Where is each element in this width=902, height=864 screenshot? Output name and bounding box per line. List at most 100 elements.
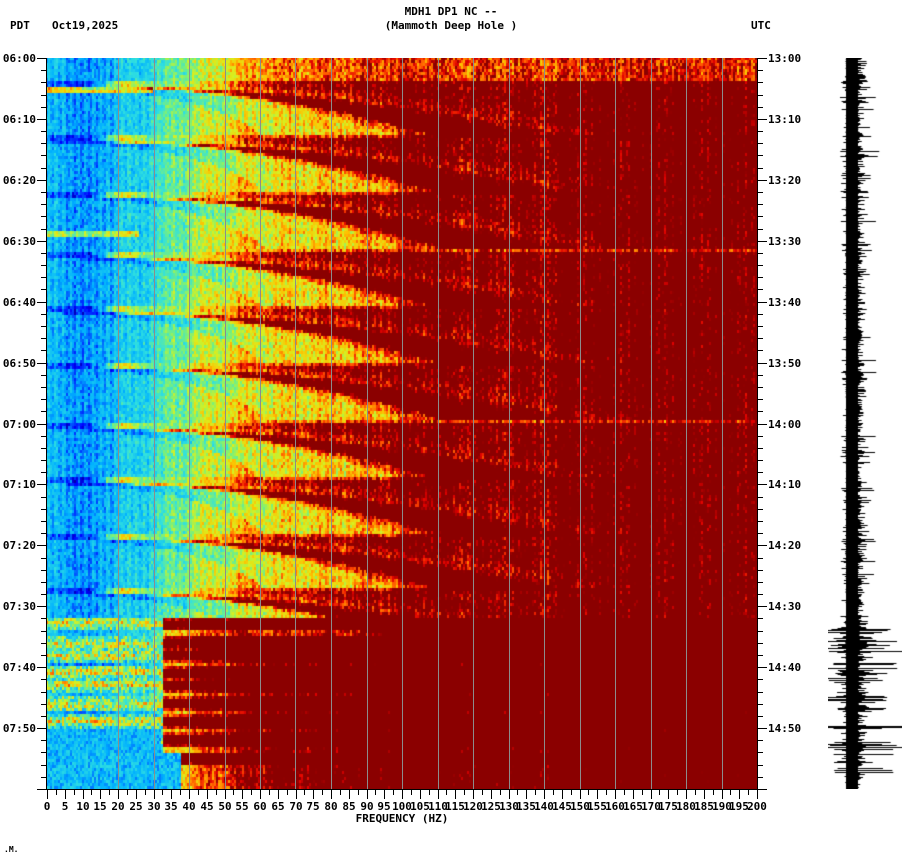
frequency-tick — [375, 790, 376, 795]
right-tick — [758, 155, 763, 156]
frequency-tick — [597, 790, 598, 799]
left-tick — [41, 618, 46, 619]
right-tick — [758, 704, 763, 705]
time-label-pdt-0620: 06:20 — [2, 174, 36, 187]
frequency-tick — [500, 790, 501, 795]
frequency-tick — [216, 790, 217, 795]
time-label-utc-1450: 14:50 — [768, 722, 802, 735]
frequency-tick — [384, 790, 385, 799]
frequency-tick — [464, 790, 465, 795]
frequency-label-45: 45 — [200, 800, 214, 813]
left-tick — [41, 350, 46, 351]
frequency-tick — [402, 790, 403, 799]
frequency-label-170: 170 — [641, 800, 661, 813]
frequency-tick — [118, 790, 119, 799]
right-tick — [758, 241, 767, 242]
right-tick — [758, 363, 767, 364]
time-label-pdt-0610: 06:10 — [2, 113, 36, 126]
right-tick — [758, 253, 763, 254]
frequency-tick — [588, 790, 589, 795]
frequency-tick — [349, 790, 350, 799]
right-tick — [758, 168, 763, 169]
right-tick — [758, 594, 763, 595]
frequency-tick — [260, 790, 261, 799]
right-tick — [758, 180, 767, 181]
frequency-tick — [526, 790, 527, 799]
frequency-tick — [367, 790, 368, 799]
station-subtitle: (Mammoth Deep Hole ) — [384, 19, 518, 32]
frequency-tick — [517, 790, 518, 795]
right-tick — [758, 338, 763, 339]
right-tick — [758, 631, 763, 632]
right-tick — [758, 545, 767, 546]
right-tick — [758, 192, 763, 193]
frequency-tick — [748, 790, 749, 795]
frequency-tick — [544, 790, 545, 799]
right-tick — [758, 119, 767, 120]
left-tick — [41, 472, 46, 473]
frequency-tick — [420, 790, 421, 799]
frequency-label-160: 160 — [605, 800, 625, 813]
frequency-tick — [730, 790, 731, 795]
right-tick — [758, 302, 767, 303]
frequency-label-85: 85 — [342, 800, 356, 813]
left-tick — [37, 789, 46, 790]
time-label-utc-1430: 14:30 — [768, 600, 802, 613]
left-tick — [37, 606, 46, 607]
frequency-tick — [171, 790, 172, 799]
frequency-tick — [633, 790, 634, 799]
left-tick — [41, 107, 46, 108]
right-tick — [758, 436, 763, 437]
left-tick — [41, 155, 46, 156]
frequency-tick — [154, 790, 155, 799]
frequency-label-150: 150 — [570, 800, 590, 813]
frequency-tick — [65, 790, 66, 799]
right-tick — [758, 265, 763, 266]
right-tick — [758, 679, 763, 680]
frequency-label-35: 35 — [164, 800, 178, 813]
frequency-label-55: 55 — [235, 800, 249, 813]
frequency-tick — [83, 790, 84, 799]
left-tick — [41, 521, 46, 522]
time-label-pdt-0710: 07:10 — [2, 478, 36, 491]
time-label-pdt-0630: 06:30 — [2, 235, 36, 248]
frequency-label-25: 25 — [129, 800, 143, 813]
frequency-tick — [553, 790, 554, 795]
right-tick — [758, 789, 767, 790]
frequency-label-115: 115 — [445, 800, 465, 813]
frequency-tick — [278, 790, 279, 799]
left-tick — [41, 229, 46, 230]
left-tick — [41, 70, 46, 71]
frequency-tick — [180, 790, 181, 795]
frequency-tick — [686, 790, 687, 799]
frequency-label-30: 30 — [147, 800, 161, 813]
left-tick — [41, 655, 46, 656]
frequency-tick — [713, 790, 714, 795]
right-tick — [758, 521, 763, 522]
frequency-tick — [56, 790, 57, 795]
left-tick — [41, 277, 46, 278]
frequency-label-180: 180 — [676, 800, 696, 813]
time-label-utc-1340: 13:40 — [768, 296, 802, 309]
right-tick — [758, 375, 763, 376]
right-tick — [758, 350, 763, 351]
left-tick — [41, 765, 46, 766]
left-tick — [41, 460, 46, 461]
right-tick — [758, 582, 763, 583]
left-tick — [41, 533, 46, 534]
right-tick — [758, 448, 763, 449]
frequency-tick — [455, 790, 456, 799]
time-label-utc-1400: 14:00 — [768, 418, 802, 431]
frequency-tick — [358, 790, 359, 795]
time-label-utc-1350: 13:50 — [768, 357, 802, 370]
time-label-pdt-0650: 06:50 — [2, 357, 36, 370]
frequency-label-165: 165 — [623, 800, 643, 813]
frequency-label-120: 120 — [463, 800, 483, 813]
right-tick — [758, 472, 763, 473]
frequency-tick — [446, 790, 447, 795]
time-label-utc-1300: 13:00 — [768, 52, 802, 65]
frequency-label-70: 70 — [289, 800, 303, 813]
time-label-pdt-0740: 07:40 — [2, 661, 36, 674]
frequency-label-125: 125 — [481, 800, 501, 813]
left-tick — [41, 253, 46, 254]
